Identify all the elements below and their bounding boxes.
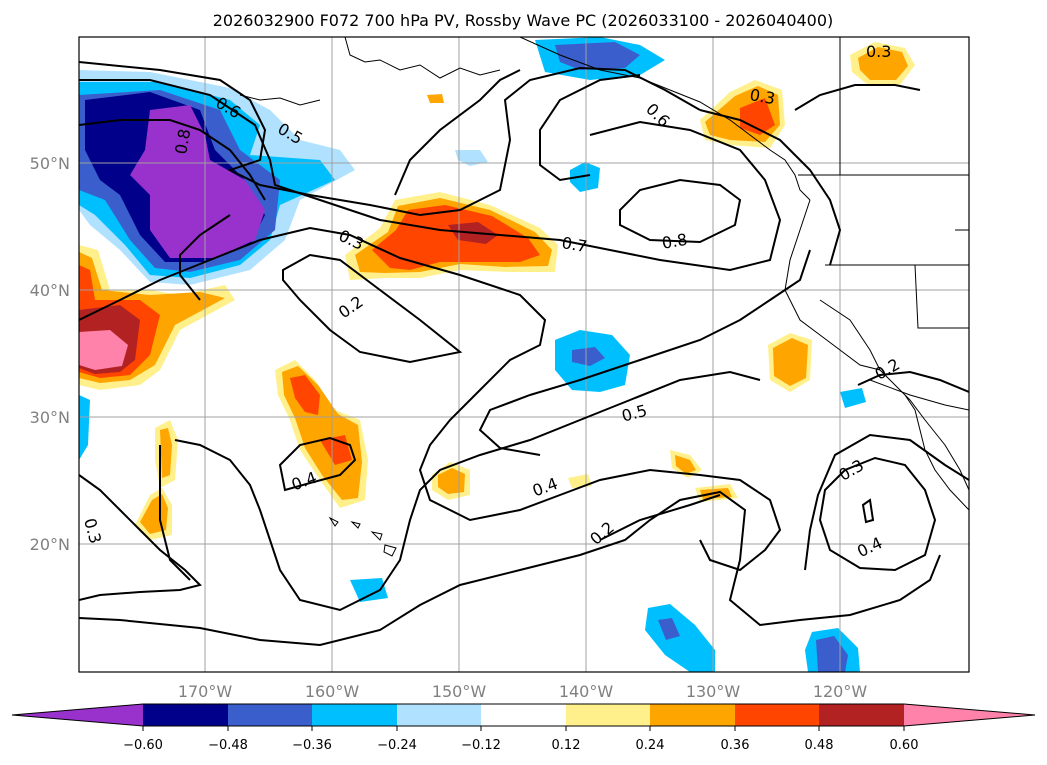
positive-anomaly-west-pink [79,330,128,370]
contour-line [282,253,463,364]
positive-anomaly-small-3-orange [160,428,172,478]
contour-line [79,61,701,217]
negative-anomaly-small-1 [570,162,600,192]
negative-anomaly-south-3 [350,578,388,602]
contour-line [599,494,721,541]
contour-line [804,433,969,571]
positive-anomaly-small-4-orange [773,338,808,386]
contour-line [179,214,231,301]
lon-label: 170°W [178,682,233,701]
colorbar-tick-label: −0.12 [461,738,501,753]
negative-anomaly-small-2 [455,150,488,166]
colorbar-segment [228,704,312,726]
colorbar-segment [819,704,904,726]
map-panel: 0.6 0.5 0.8 0.2 0.3 0.7 0.8 0.6 0.3 0.3 … [78,36,970,673]
colorbar-segment [143,704,228,726]
contour-line [159,445,191,581]
contour-line [79,490,941,647]
positive-anomaly-small-5-orange [675,455,696,474]
colorbar: −0.60 −0.48 −0.36 −0.24 −0.12 0.12 0.24 … [11,703,1036,753]
pv-contours [79,61,969,647]
graticule [79,37,969,672]
contour-line [79,226,782,572]
contour-line [818,456,937,572]
lat-label: 20°N [30,535,70,554]
positive-anomaly-small-1-orange [438,468,465,494]
negative-anomaly-south-1-core [658,618,680,640]
lat-label: 30°N [30,408,70,427]
contour-line [699,109,842,266]
longitude-labels: 170°W 160°W 150°W 140°W 130°W 120°W [178,682,868,701]
negative-anomaly-south-4 [840,388,866,408]
colorbar-segment [481,704,566,726]
lon-label: 150°W [432,682,487,701]
colorbar-segment [397,704,481,726]
contour-label: 0.3 [748,85,776,108]
map-frame [78,36,970,673]
figure-title: 2026032900 F072 700 hPa PV, Rossby Wave … [213,11,834,30]
contour-label: 0.7 [560,233,588,256]
contour-label: 0.3 [866,42,891,61]
colorbar-tick-label: −0.36 [292,738,332,753]
lon-label: 140°W [559,682,614,701]
contour-line [79,474,202,601]
positive-anomaly-central-north-redorange [372,205,540,270]
colorbar-segment [312,704,397,726]
negative-anomaly-alaska-core [555,42,640,70]
islands [328,516,397,557]
colorbar-tick-label: 0.24 [636,738,665,753]
positive-anomaly-northeast-redorange [740,98,775,135]
colorbar-tick-label: 0.36 [721,738,750,753]
colorbar-segment [904,704,1035,726]
contour-line [79,119,266,201]
negative-anomaly-purple [130,105,265,258]
contour-line [174,370,761,612]
contour-line [539,74,641,182]
colorbar-segment [650,704,735,726]
lat-label: 50°N [30,154,70,173]
contour-line [619,178,742,244]
colorbar-tick-label: 0.12 [552,738,581,753]
contour-label: 0.8 [171,127,194,155]
positive-anomaly-tongue-redorange [290,375,320,415]
positive-anomaly-small-8 [427,94,444,103]
contour-label: 0.8 [660,230,688,253]
coastlines [239,37,969,511]
colorbar-ticks [142,726,905,731]
contour-line [278,436,357,492]
colorbar-segment [12,704,143,726]
colorbar-segment [566,704,650,726]
colorbar-tick-label: −0.48 [208,738,248,753]
colorbar-segment [735,704,819,726]
pv-anomaly-fills [79,37,915,672]
colorbar-tick-label: 0.60 [890,738,919,753]
contour-line [794,84,921,111]
contour-line [857,370,969,393]
contour-line [394,69,521,196]
contour-line [79,79,782,272]
lon-label: 130°W [686,682,741,701]
lon-label: 120°W [813,682,868,701]
lat-label: 40°N [30,281,70,300]
positive-anomaly-ne-corner-orange [858,47,908,80]
contour-line [478,249,811,456]
colorbar-tick-label: −0.60 [123,738,163,753]
negative-anomaly-west-edge [79,395,90,460]
negative-anomaly-central-core [572,347,605,366]
latitude-labels: 50°N 40°N 30°N 20°N [30,154,70,554]
colorbar-tick-label: 0.48 [805,738,834,753]
lon-label: 160°W [305,682,360,701]
colorbar-tick-label: −0.24 [377,738,417,753]
contour-line [861,498,875,524]
